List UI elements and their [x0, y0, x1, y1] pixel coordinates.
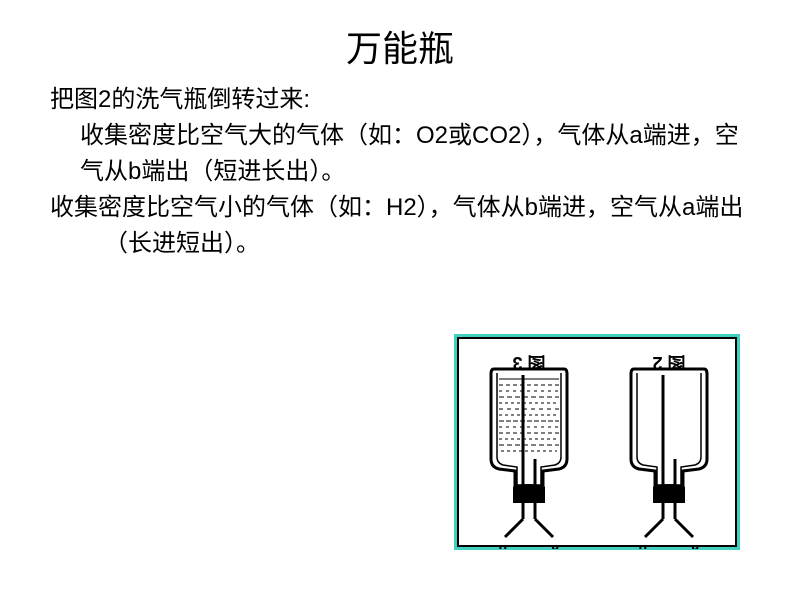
right-label-a: a	[691, 542, 699, 549]
slide: 万能瓶 把图2的洗气瓶倒转过来: 收集密度比空气大的气体（如：O2或CO2），气…	[0, 0, 800, 600]
right-label-b: b	[639, 542, 648, 549]
paragraph-1: 把图2的洗气瓶倒转过来:	[50, 82, 750, 118]
left-label-b: b	[499, 542, 508, 549]
slide-title: 万能瓶	[50, 20, 750, 72]
figure-inner: 图 3 图 2	[457, 337, 737, 547]
paragraph-2: 收集密度比空气大的气体（如：O2或CO2），气体从a端进，空气从b端出（短进长出…	[80, 118, 750, 190]
bottles-svg: 图 3 图 2	[459, 339, 739, 549]
bottle-left: b a	[491, 369, 567, 549]
bottle-right: b a	[631, 369, 707, 549]
paragraph-3: 收集密度比空气小的气体（如：H2），气体从b端进，空气从a端出（长进短出）。	[50, 190, 750, 262]
left-label-a: a	[551, 542, 559, 549]
figure-frame: 图 3 图 2	[454, 334, 740, 550]
